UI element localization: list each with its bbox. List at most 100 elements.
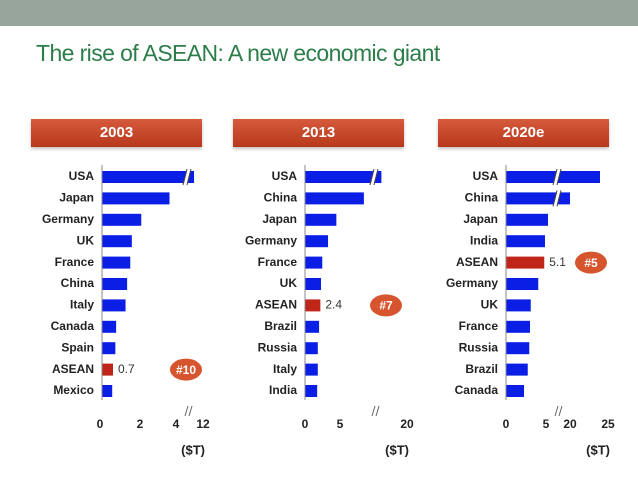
chart-2-unit-label: ($T) [385, 442, 409, 457]
chart-1-category-label: Spain [61, 340, 94, 354]
chart-1-tick-label: 12 [196, 417, 210, 431]
chart-2-bar-break-mark [373, 168, 379, 186]
chart-1-rank-label: #10 [176, 363, 196, 377]
chart-2-category-label: India [269, 383, 297, 397]
chart-3-category-label: Brazil [465, 362, 498, 376]
chart-2-value-label: 2.4 [325, 298, 342, 312]
chart-3-category-label: USA [473, 169, 499, 183]
chart-2-category-label: UK [280, 276, 298, 290]
chart-3-category-label: Russia [459, 340, 499, 354]
chart-3-bar-break-mark [556, 168, 562, 186]
chart-3-unit-label: ($T) [586, 442, 610, 457]
chart-3-category-label: Canada [455, 383, 499, 397]
chart-1-category-label: Italy [70, 298, 94, 312]
chart-3-rank-label: #5 [584, 256, 598, 270]
chart-1-bar-china [102, 278, 128, 290]
chart-2-bar-asean [305, 299, 321, 312]
chart-3-bar-break-gap [553, 168, 561, 186]
chart-1-bar-spain [102, 342, 116, 355]
chart-3-category-label: China [465, 191, 499, 205]
chart-2-category-label: USA [272, 169, 298, 183]
chart-2-axis-break-mark [371, 405, 376, 417]
chart-2-bar-france [305, 256, 323, 269]
chart-2-category-label: Brazil [264, 319, 297, 333]
chart-1-bar-germany [102, 213, 142, 226]
chart-3-value-label: 5.1 [549, 255, 566, 269]
chart-2-bar-break-gap [370, 168, 378, 186]
chart-1-tick-label: 0 [97, 417, 104, 431]
chart-3-bar-asean [506, 256, 545, 269]
chart-3-bar-germany [506, 278, 539, 290]
chart-1-tick-label: 2 [137, 417, 144, 431]
chart-3-tick-label: 0 [503, 417, 510, 431]
chart-2-axis-break-mark [375, 405, 380, 417]
chart-2-tick-label: 20 [400, 417, 414, 431]
chart-1-bar-france [102, 256, 131, 269]
chart-1-bar-asean [102, 363, 113, 376]
chart-1-axis-break-mark [188, 405, 193, 417]
chart-1-category-label: Japan [59, 191, 94, 205]
header-bar [0, 0, 638, 26]
chart-1-value-label: 0.7 [118, 362, 135, 376]
chart-1-category-label: ASEAN [52, 362, 94, 376]
chart-1-bar-uk [102, 235, 132, 248]
chart-2-bar-russia [305, 342, 318, 355]
chart-2-bar-germany [305, 235, 329, 248]
page-title: The rise of ASEAN: A new economic giant [36, 40, 440, 66]
chart-2-category-label: ASEAN [255, 298, 297, 312]
chart-3-category-label: Japan [463, 212, 498, 226]
chart-2-bar-uk [305, 278, 321, 290]
chart-1-tick-label: 4 [173, 417, 180, 431]
chart-3-bar-russia [506, 342, 530, 355]
chart-3-bar-brazil [506, 363, 528, 376]
chart-1-year-banner: 2003 [31, 119, 202, 147]
chart-1-category-label: UK [77, 233, 95, 247]
chart-3-bar-india [506, 235, 545, 248]
chart-2-category-label: Italy [273, 362, 297, 376]
chart-1-bar-mexico [102, 385, 113, 397]
chart-3-category-label: India [470, 233, 498, 247]
chart-1-category-label: Canada [51, 319, 95, 333]
chart-2-tick-label: 0 [302, 417, 309, 431]
chart-3-bar-france [506, 320, 530, 333]
chart-3-bar-canada [506, 385, 524, 397]
chart-1-bar-japan [102, 192, 170, 205]
chart-2-bar-italy [305, 363, 318, 376]
chart-2-bar-india [305, 385, 318, 397]
chart-1-bar-usa [102, 171, 195, 183]
chart-1-rank-badge [170, 358, 202, 381]
chart-2-category-label: Germany [245, 233, 297, 247]
chart-3-tick-label: 5 [543, 417, 550, 431]
chart-1-axis-break-mark [184, 405, 189, 417]
chart-1-category-label: France [55, 255, 95, 269]
chart-1-bar-canada [102, 320, 117, 333]
chart-2-category-label: Japan [262, 212, 297, 226]
chart-1-bar-italy [102, 299, 126, 312]
chart-2-category-label: China [264, 191, 298, 205]
chart-2-rank-badge [370, 294, 402, 317]
chart-3-bar-uk [506, 299, 531, 312]
chart-1-bar-break-gap [183, 168, 191, 186]
chart-2-category-label: Russia [258, 340, 298, 354]
chart-3-axis-break-mark [558, 405, 563, 417]
chart-2-bar-break-mark [369, 168, 375, 186]
chart-3-category-label: Germany [446, 276, 498, 290]
chart-2-bar-brazil [305, 320, 320, 333]
chart-3-category-label: ASEAN [456, 255, 498, 269]
chart-1-category-label: China [61, 276, 95, 290]
chart-3-bar-break-gap [553, 190, 561, 207]
chart-3-tick-label: 20 [563, 417, 577, 431]
chart-1-unit-label: ($T) [181, 442, 205, 457]
chart-3-category-label: UK [481, 298, 499, 312]
chart-1-bar-break-mark [186, 168, 192, 186]
chart-1-category-label: Germany [42, 212, 94, 226]
chart-3-bar-break-mark [552, 190, 558, 207]
chart-3-axis-break-mark [554, 405, 559, 417]
chart-3-category-label: France [459, 319, 499, 333]
chart-3-rank-badge [575, 251, 607, 274]
chart-2-tick-label: 5 [337, 417, 344, 431]
chart-2-year-banner: 2013 [233, 119, 404, 147]
chart-2-rank-label: #7 [379, 299, 393, 313]
chart-3-bar-break-mark [552, 168, 558, 186]
